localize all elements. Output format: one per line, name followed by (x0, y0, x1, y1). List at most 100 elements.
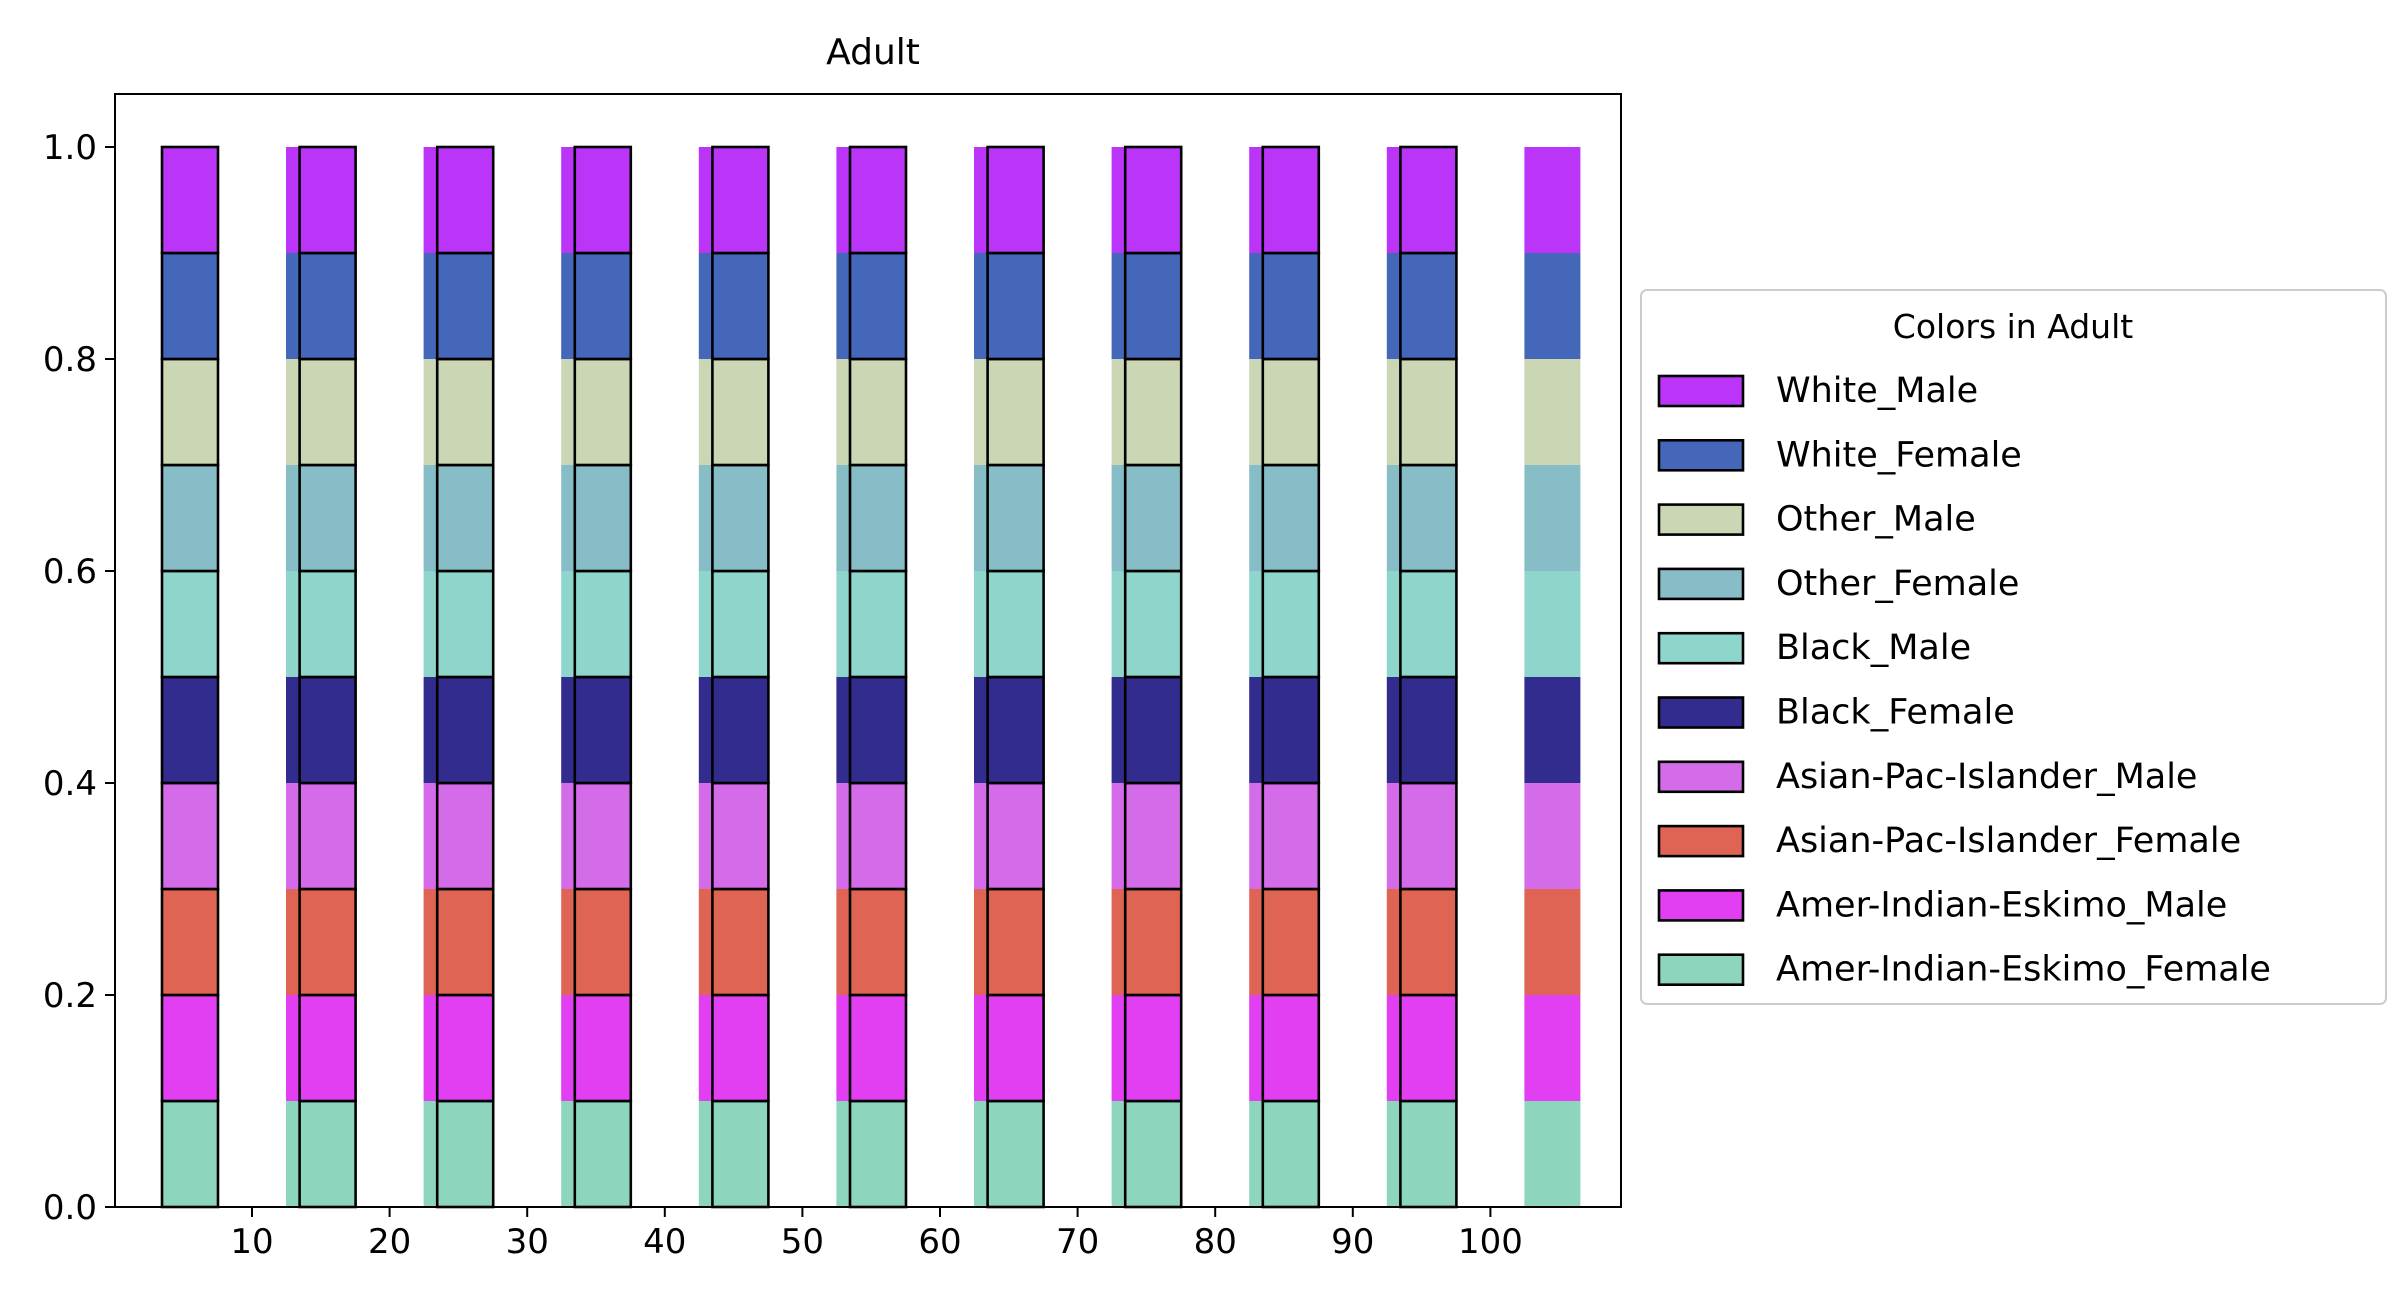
legend-swatch (1657, 760, 1745, 794)
legend-swatch (1657, 503, 1745, 536)
bar-segment (160, 1099, 220, 1209)
bar-segment (986, 887, 1045, 997)
bar-segment (435, 887, 495, 997)
bar-segment (986, 357, 1045, 467)
bar-segment (1261, 993, 1321, 1103)
bar-segment (1261, 251, 1321, 361)
x-tick-label: 40 (643, 1222, 686, 1262)
bar-segment (573, 781, 633, 891)
bar-segment (298, 463, 357, 573)
x-tick-label: 50 (781, 1222, 824, 1262)
bar-segment (1524, 571, 1581, 677)
bar-segment (1261, 145, 1321, 255)
bar-segment (160, 145, 220, 255)
bar-segment (1399, 887, 1458, 997)
x-tick-label: 60 (918, 1222, 961, 1262)
bar-segment (160, 887, 220, 997)
bar-segment (1261, 1099, 1321, 1209)
bar-segment (711, 463, 770, 573)
y-tick-label: 1.0 (43, 128, 97, 168)
y-tick-label: 0.0 (43, 1188, 97, 1228)
bar-segment (1524, 995, 1581, 1101)
legend: Colors in Adult White_Male White_Female Ot… (1640, 289, 2387, 1005)
bar-segment (986, 251, 1045, 361)
bar-segment (573, 251, 633, 361)
axes-layer: 10 20 30 40 50 60 70 80 90 100 0.0 0.2 0.4 0.6 0.8 1.0 (43, 93, 1622, 1262)
bar-segment (1399, 781, 1458, 891)
bar-segment (711, 251, 770, 361)
bar-segment (1524, 1101, 1581, 1207)
bar-segment (1399, 251, 1458, 361)
bar-segment (848, 463, 908, 573)
bar-segment (160, 781, 220, 891)
legend-title: Colors in Adult (1893, 307, 2133, 346)
bar-segment (1399, 569, 1458, 679)
x-tick-label: 70 (1056, 1222, 1099, 1262)
bar-segment (160, 251, 220, 361)
bar-segment (573, 357, 633, 467)
legend-label: White_Male (1776, 371, 1978, 411)
bar-segment (711, 1099, 770, 1209)
bar-segment (435, 145, 495, 255)
bar-segment (1399, 675, 1458, 785)
bar-segment (1123, 145, 1183, 255)
bar-segment (1261, 781, 1321, 891)
bar-segment (1399, 993, 1458, 1103)
bar-segment (1261, 357, 1321, 467)
x-tick-label: 90 (1331, 1222, 1374, 1262)
bar-segment (573, 1099, 633, 1209)
legend-swatch (1657, 824, 1745, 858)
bar-segment (711, 993, 770, 1103)
bar-segment (435, 569, 495, 679)
bar-segment (573, 887, 633, 997)
bar-segment (1261, 675, 1321, 785)
bar-segment (1399, 1099, 1458, 1209)
legend-swatch (1657, 567, 1745, 601)
bar-segment (1123, 675, 1183, 785)
bar-segment (848, 145, 908, 255)
bar-segment (711, 781, 770, 891)
plot-frame (114, 93, 1622, 1208)
bar-segment (711, 887, 770, 997)
bar-segment (298, 887, 357, 997)
bar-segment (1261, 887, 1321, 997)
bar-segment (986, 569, 1045, 679)
bar-segment (298, 675, 357, 785)
bar-segment (1123, 1099, 1183, 1209)
bar-segment (1524, 147, 1581, 253)
bar-segment (1524, 359, 1581, 465)
bars-layer (160, 145, 1581, 1209)
bar-segment (986, 781, 1045, 891)
legend-swatch (1657, 889, 1745, 922)
bar-segment (1123, 993, 1183, 1103)
bar-segment (435, 675, 495, 785)
legend-label: Other_Male (1776, 500, 1976, 540)
x-tick-label: 10 (230, 1222, 273, 1262)
bar-segment (435, 1099, 495, 1209)
bar-segment (160, 993, 220, 1103)
bar-segment (1399, 357, 1458, 467)
legend-swatch (1657, 696, 1745, 729)
bar-segment (1261, 569, 1321, 679)
bar-segment (1123, 463, 1183, 573)
bar-segment (1123, 251, 1183, 361)
bar-segment (435, 993, 495, 1103)
bar-segment (848, 781, 908, 891)
bar-segment (986, 463, 1045, 573)
legend-label: Asian-Pac-Islander_Female (1776, 821, 2241, 861)
x-tick-label: 20 (368, 1222, 411, 1262)
bar-segment (1123, 887, 1183, 997)
bar-segment (298, 145, 357, 255)
bar-segment (1123, 781, 1183, 891)
bar-segment (1399, 463, 1458, 573)
x-tick-label: 100 (1458, 1222, 1523, 1262)
bar-segment (160, 463, 220, 573)
y-tick-label: 0.6 (43, 552, 97, 592)
chart-title: Adult (826, 32, 920, 73)
y-tick-label: 0.4 (43, 764, 97, 804)
legend-label: Black_Female (1776, 693, 2015, 733)
bar-segment (848, 251, 908, 361)
bar-segment (298, 357, 357, 467)
bar-segment (573, 145, 633, 255)
